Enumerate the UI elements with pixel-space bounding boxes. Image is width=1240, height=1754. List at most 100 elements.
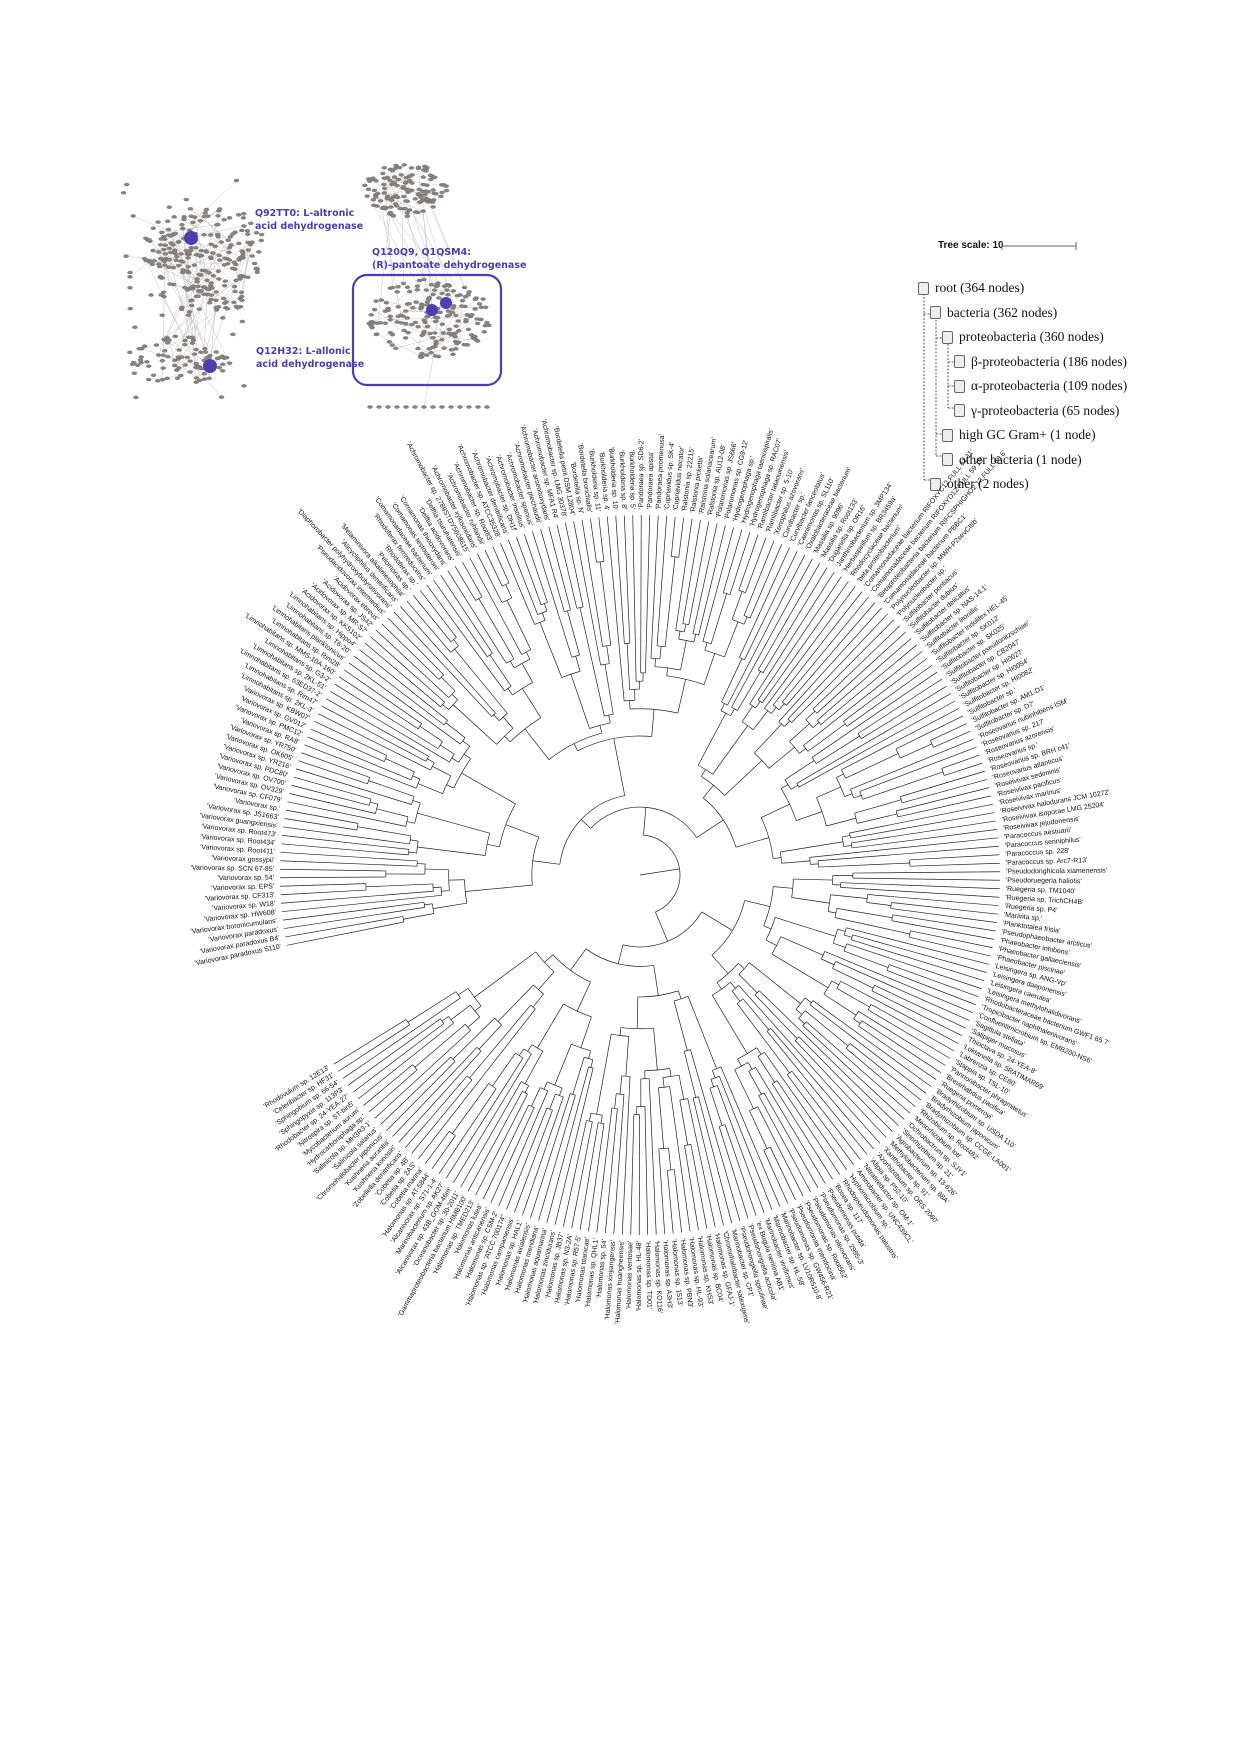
network-node: [176, 263, 182, 268]
network-node: [176, 366, 182, 370]
network-node: [155, 220, 161, 224]
network-node: [164, 376, 170, 381]
legend-item[interactable]: proteobacteria (360 nodes): [942, 329, 1104, 345]
network-node: [239, 298, 245, 302]
network-node: [391, 175, 398, 179]
network-node: [416, 278, 423, 283]
network-node: [401, 163, 407, 167]
legend-item-label: other bacteria (1 node): [959, 451, 1082, 467]
network-node: [190, 220, 196, 225]
network-node: [179, 260, 186, 264]
network-node: [201, 233, 207, 237]
network-node: [400, 185, 407, 189]
checkbox-icon[interactable]: [942, 330, 953, 344]
network-node: [362, 183, 368, 188]
network-node: [216, 356, 223, 360]
checkbox-icon[interactable]: [942, 453, 953, 466]
network-node: [415, 346, 421, 351]
network-node: [212, 244, 219, 248]
network-node: [240, 216, 247, 220]
network-node: [365, 187, 372, 192]
network-node: [446, 313, 453, 317]
network-node: [235, 213, 242, 217]
network-node: [369, 325, 375, 330]
network-node: [167, 250, 174, 255]
network-node: [220, 316, 226, 320]
network-node: [131, 360, 137, 365]
network-node: [191, 263, 198, 267]
network-node: [216, 207, 223, 211]
network-node: [225, 238, 231, 243]
checkbox-icon[interactable]: [918, 281, 929, 295]
network-node: [439, 190, 445, 195]
legend-item[interactable]: γ-proteobacteria (65 nodes): [954, 403, 1119, 419]
network-node: [416, 187, 422, 192]
network-node: [481, 330, 487, 334]
network-node: [208, 293, 215, 297]
network-node: [439, 322, 446, 326]
checkbox-icon[interactable]: [942, 428, 953, 442]
legend-item-label: β-proteobacteria (186 nodes): [971, 353, 1128, 369]
legend-item[interactable]: other (2 nodes): [930, 476, 1029, 492]
checkbox-icon[interactable]: [930, 306, 941, 319]
network-node: [161, 294, 167, 299]
tree-leaf-label: 'Pseudoruegeria haliotis': [1006, 877, 1082, 885]
network-node: [403, 405, 409, 409]
legend-item[interactable]: bacteria (362 nodes): [930, 305, 1057, 321]
network-node: [251, 261, 258, 266]
network-node: [466, 405, 472, 409]
network-node: [455, 319, 461, 323]
network-node: [423, 353, 430, 357]
network-node: [389, 285, 396, 290]
legend-item[interactable]: root (364 nodes): [918, 280, 1024, 296]
checkbox-icon[interactable]: [954, 404, 965, 417]
network-node: [197, 218, 203, 223]
network-node: [395, 284, 401, 289]
network-node: [389, 169, 396, 173]
network-node: [393, 163, 399, 168]
legend-item[interactable]: other bacteria (1 node): [942, 452, 1082, 468]
network-node: [226, 258, 233, 262]
network-node: [446, 327, 453, 332]
checkbox-icon[interactable]: [954, 355, 965, 368]
network-node: [181, 215, 187, 219]
network-node: [454, 341, 460, 346]
network-node: [196, 307, 203, 311]
network-node: [371, 188, 378, 193]
network-node: [454, 293, 461, 298]
network-node: [439, 337, 445, 342]
tree-branches: [280, 515, 1000, 1235]
network-node: [449, 310, 456, 315]
network-node: [434, 315, 441, 320]
network-node: [232, 289, 238, 294]
network-node: [436, 296, 442, 300]
network-node: [186, 335, 192, 340]
legend-item[interactable]: β-proteobacteria (186 nodes): [954, 354, 1127, 370]
network-node: [146, 364, 152, 368]
network-node: [428, 350, 434, 355]
network-node: [207, 353, 213, 358]
network-node: [387, 318, 394, 322]
network-node: [233, 262, 239, 267]
network-node: [194, 279, 200, 284]
network-node: [415, 324, 421, 329]
network-node: [369, 177, 376, 182]
checkbox-icon[interactable]: [930, 477, 941, 491]
network-label-q92tt0: Q92TT0: L-altronic acid dehydrogenase: [255, 208, 364, 232]
network-node: [381, 191, 388, 195]
network-node: [382, 309, 389, 313]
network-node: [425, 297, 432, 302]
legend-item[interactable]: high GC Gram+ (1 node): [942, 427, 1096, 443]
network-node: [202, 350, 209, 354]
network-node: [157, 274, 164, 279]
checkbox-icon[interactable]: [954, 379, 965, 393]
tree-leaf-label: 'Burkholderia sp. 10': [607, 447, 618, 510]
network-node: [222, 256, 228, 260]
network-node: [190, 287, 196, 291]
network-node: [439, 405, 445, 409]
network-node: [155, 250, 162, 254]
tree-leaf-label: 'Halomonas ventosae': [626, 1241, 635, 1310]
network-node: [206, 301, 213, 305]
legend-item[interactable]: α-proteobacteria (109 nodes): [954, 378, 1127, 394]
network-node: [178, 252, 184, 256]
